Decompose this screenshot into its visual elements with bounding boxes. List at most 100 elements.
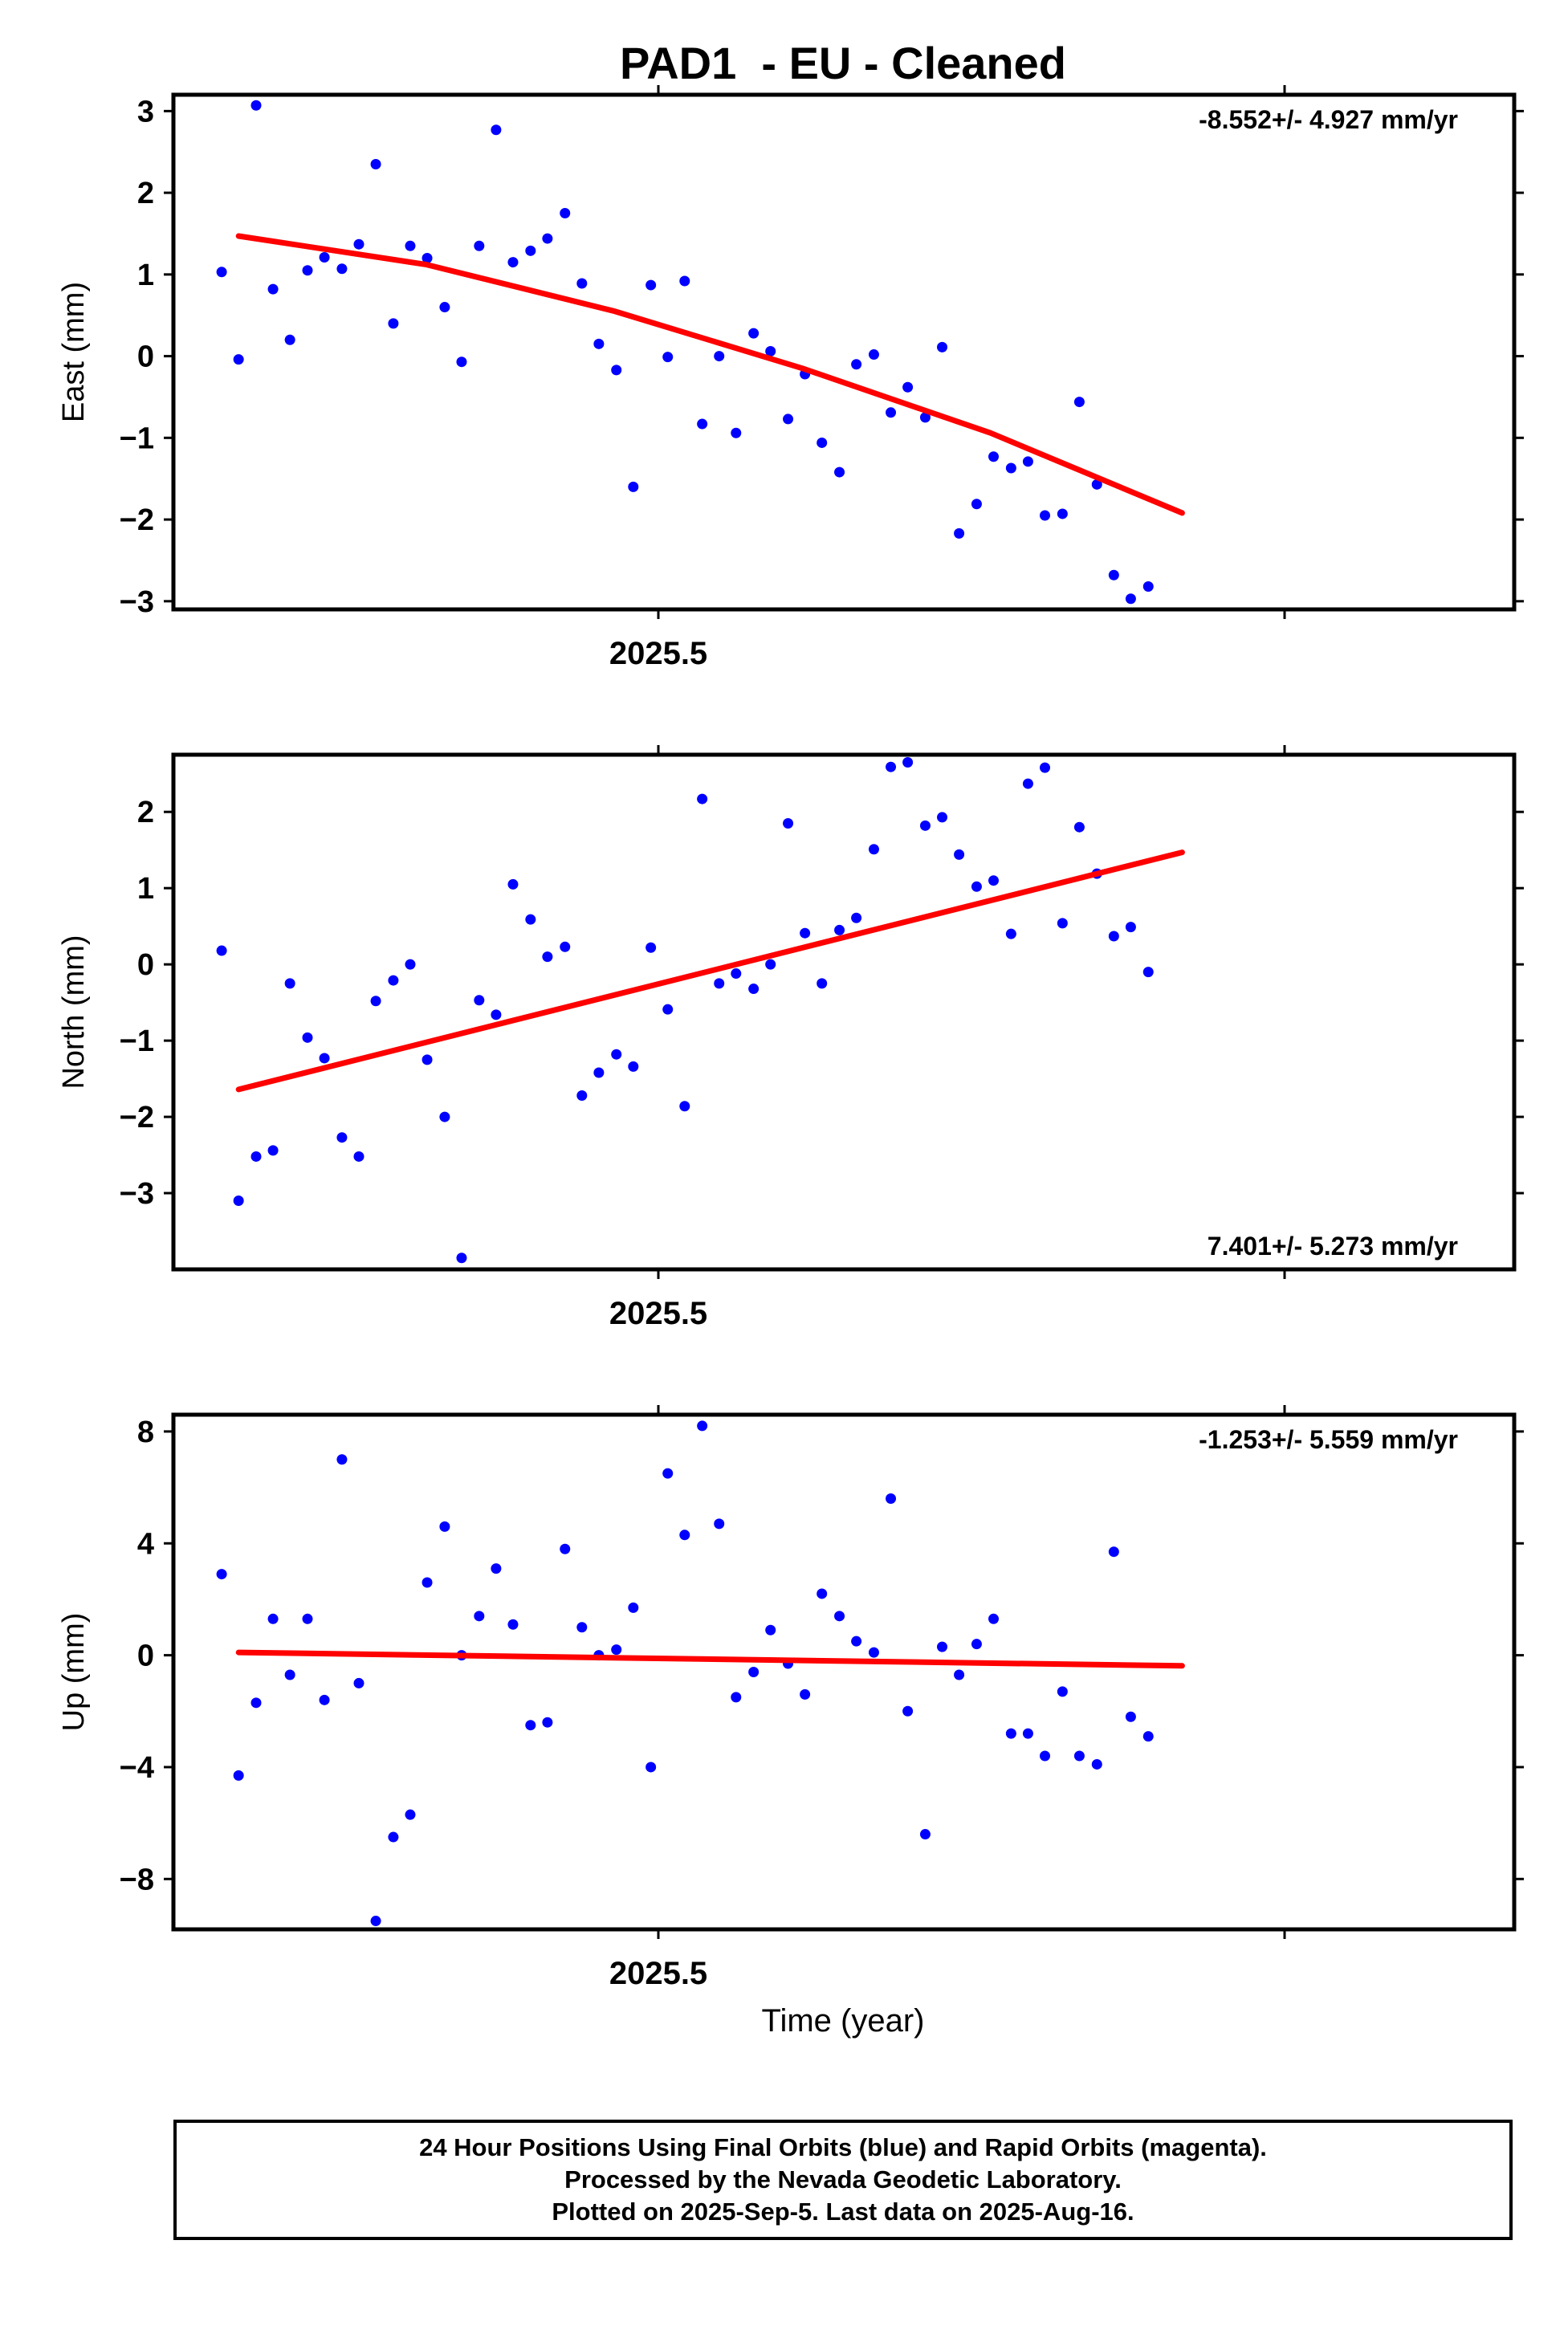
data-point: [611, 365, 622, 376]
data-point: [422, 1577, 433, 1588]
y-tick-label: 1: [137, 872, 154, 906]
data-point: [302, 1032, 313, 1043]
data-point: [1125, 593, 1136, 605]
data-point: [1073, 397, 1085, 408]
rate-label: -8.552+/- 4.927 mm/yr: [1199, 105, 1458, 134]
data-point: [714, 1518, 725, 1530]
data-point: [1005, 462, 1016, 474]
data-point: [1091, 1758, 1102, 1770]
data-point: [1057, 918, 1068, 929]
data-point: [902, 756, 914, 768]
data-point: [216, 945, 227, 956]
data-point: [800, 927, 811, 939]
data-point: [1142, 1731, 1154, 1742]
data-point: [886, 1493, 897, 1505]
data-point: [611, 1049, 622, 1060]
data-point: [646, 1762, 657, 1773]
data-point: [714, 351, 725, 362]
data-point: [1142, 581, 1154, 593]
data-point: [233, 354, 244, 365]
data-point: [1040, 510, 1050, 521]
data-point: [1022, 456, 1033, 467]
data-point: [233, 1196, 244, 1207]
data-point: [748, 328, 760, 339]
data-point: [507, 1619, 519, 1630]
x-tick-label: 2025.5: [609, 1296, 707, 1331]
data-point: [902, 381, 914, 393]
data-point: [628, 1602, 639, 1613]
data-point: [491, 1009, 502, 1020]
y-tick-label: −3: [120, 585, 154, 619]
data-point: [937, 1641, 948, 1652]
data-point: [765, 345, 776, 356]
y-tick-label: 0: [137, 340, 154, 374]
data-point: [576, 1090, 588, 1101]
data-point: [902, 1705, 914, 1717]
data-point: [405, 1809, 416, 1820]
rate-label: -1.253+/- 5.559 mm/yr: [1199, 1425, 1458, 1454]
data-point: [697, 793, 708, 804]
data-point: [267, 1145, 279, 1156]
data-point: [250, 1697, 262, 1709]
data-point: [783, 413, 794, 425]
data-point: [1005, 928, 1016, 939]
data-point: [697, 1420, 708, 1432]
data-point: [697, 418, 708, 430]
footer-line-2: Processed by the Nevada Geodetic Laborat…: [564, 2165, 1122, 2193]
data-point: [731, 968, 742, 980]
data-point: [868, 1647, 879, 1658]
data-point: [868, 844, 879, 855]
panel-frame: [171, 752, 1517, 1272]
data-point: [405, 959, 416, 970]
data-point: [919, 1829, 931, 1840]
data-point: [988, 1613, 1000, 1624]
data-point: [937, 812, 948, 823]
data-point: [370, 1916, 381, 1927]
data-point: [851, 1635, 862, 1647]
y-tick-label: 2: [137, 796, 154, 829]
data-point: [284, 1669, 295, 1680]
data-point: [491, 124, 502, 136]
panel-frame: [171, 1412, 1517, 1932]
data-point: [593, 338, 605, 349]
data-point: [284, 334, 295, 345]
data-point: [576, 278, 588, 289]
data-point: [525, 914, 536, 925]
data-point: [662, 1004, 674, 1015]
data-point: [525, 245, 536, 256]
data-point: [1057, 1686, 1068, 1697]
data-point: [388, 318, 399, 329]
y-tick-label: 2: [137, 177, 154, 210]
data-point: [851, 912, 862, 923]
y-axis-label: North (mm): [57, 935, 91, 1089]
y-tick-label: −1: [120, 422, 154, 455]
data-point: [1142, 967, 1154, 978]
footer-info-box: 24 Hour Positions Using Final Orbits (bl…: [173, 2120, 1513, 2240]
data-point: [834, 1611, 845, 1622]
data-point: [817, 437, 828, 448]
panel-up: −8 −4 0 4 8 2025.5 Up (mm) -1.253+/- 5.559 mm/y…: [57, 1405, 1524, 1991]
y-tick-label: 0: [137, 948, 154, 982]
data-point: [748, 984, 760, 995]
data-point: [474, 240, 485, 251]
data-point: [971, 499, 982, 510]
data-point: [576, 1622, 588, 1633]
footer-line-1: 24 Hour Positions Using Final Orbits (bl…: [419, 2133, 1267, 2161]
data-point: [1040, 1750, 1050, 1762]
y-tick-label: −2: [120, 503, 154, 537]
data-point: [748, 1667, 760, 1677]
data-point: [370, 996, 381, 1007]
data-point: [405, 240, 416, 251]
data-point: [765, 959, 776, 970]
data-point: [542, 233, 553, 244]
data-point: [1108, 931, 1119, 942]
data-point: [954, 527, 965, 539]
data-point: [714, 978, 725, 989]
data-point: [439, 1521, 450, 1532]
y-tick-label: −3: [120, 1177, 154, 1211]
data-point: [336, 263, 348, 275]
data-point: [800, 1688, 811, 1700]
data-point: [1125, 922, 1136, 933]
x-axis-label: Time (year): [762, 2003, 925, 2039]
